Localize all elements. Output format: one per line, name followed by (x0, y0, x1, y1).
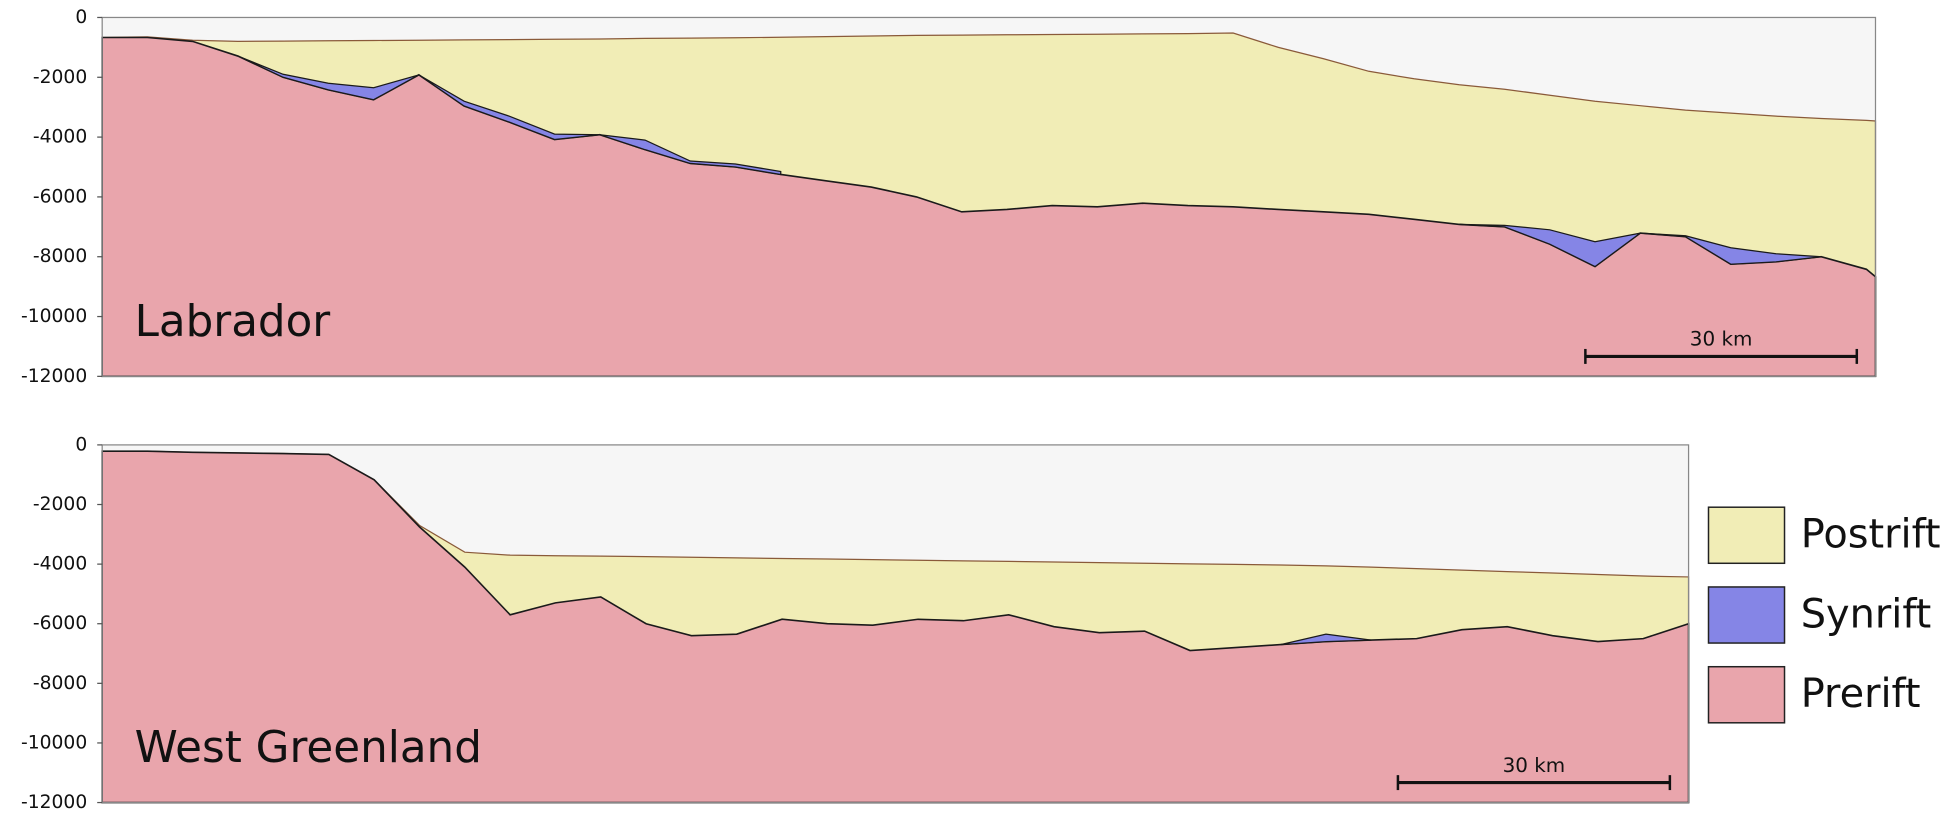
y-tick-label: -12000 (21, 366, 87, 387)
y-tick-label: -6000 (33, 613, 87, 634)
legend-swatch (1709, 507, 1785, 563)
legend-label: Synrift (1801, 591, 1932, 637)
y-tick-label: -10000 (21, 732, 87, 753)
figure: 0 -2000 -4000 -6000 -8000 -10000 -12000 Labrado… (0, 0, 1954, 825)
y-tick-label: -4000 (33, 554, 87, 575)
y-tick-label: -6000 (33, 186, 87, 207)
y-tick-label: -10000 (21, 306, 87, 327)
legend-label: Postrift (1801, 512, 1941, 558)
y-tick-label: -2000 (33, 494, 87, 515)
scale-bar-label: 30 km (1690, 328, 1753, 351)
panel-label: West Greenland (135, 723, 482, 773)
y-tick-label: -8000 (33, 673, 87, 694)
legend-swatch (1709, 667, 1785, 723)
legend-label: Prerift (1801, 671, 1921, 717)
legend-swatch (1709, 587, 1785, 643)
panel-label: Labrador (135, 297, 331, 347)
y-tick-label: 0 (75, 434, 87, 455)
y-tick-label: -4000 (33, 127, 87, 148)
y-tick-label: -8000 (33, 246, 87, 267)
y-tick-label: -12000 (21, 792, 87, 813)
scale-bar-label: 30 km (1503, 754, 1566, 777)
y-tick-label: -2000 (33, 67, 87, 88)
page: 0 -2000 -4000 -6000 -8000 -10000 -12000 Labrado… (0, 0, 1954, 825)
y-tick-label: 0 (75, 7, 87, 28)
